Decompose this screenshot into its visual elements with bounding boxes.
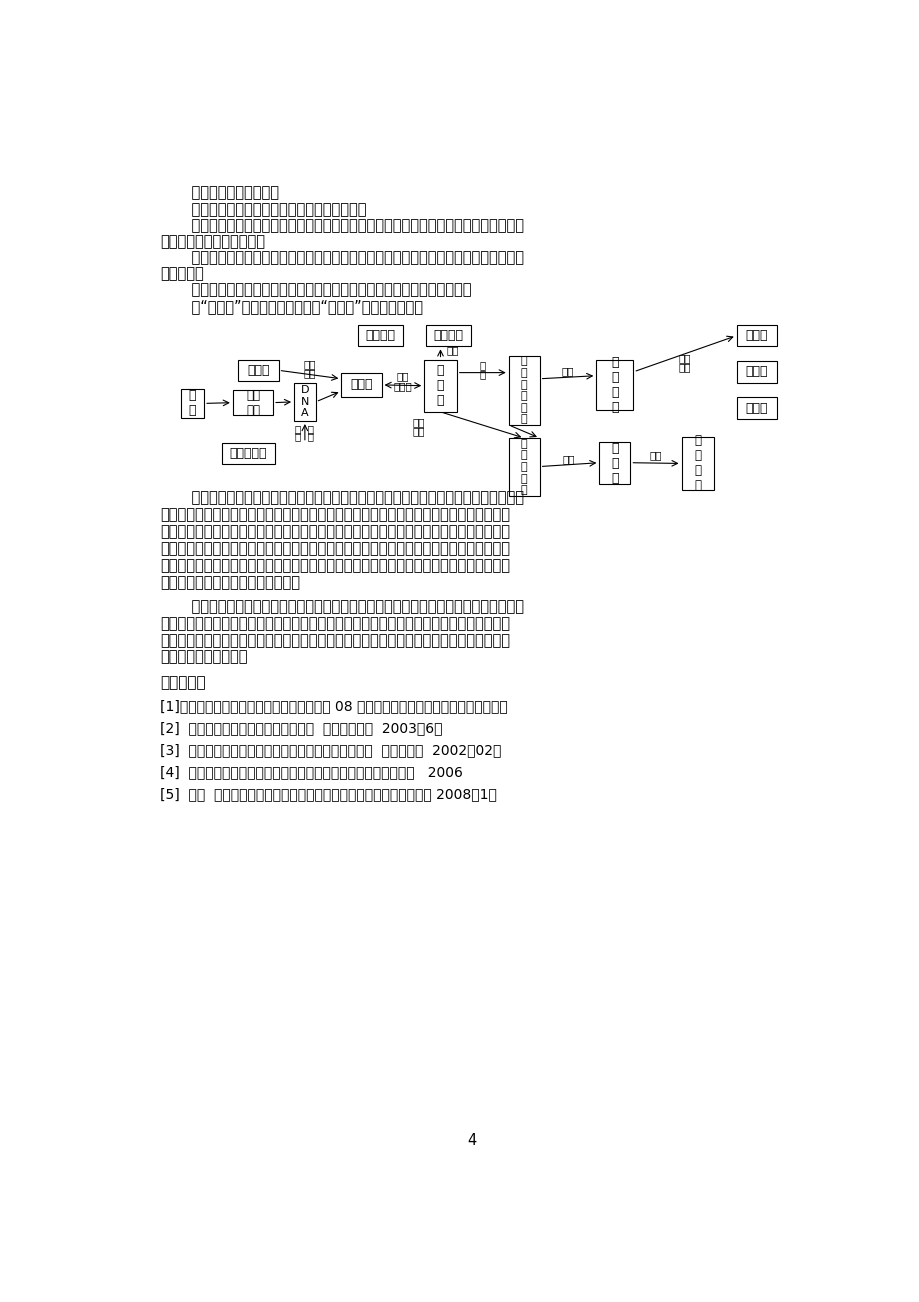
Text: 同
源
染
色
体: 同 源 染 色 体 [520, 439, 527, 495]
Text: 堂概念教学的有效性。: 堂概念教学的有效性。 [160, 650, 247, 664]
Bar [221, 443, 275, 465]
Text: 四
分
体: 四 分 体 [610, 441, 618, 484]
Text: 以“染色体”这一概念为核心，与“染色体”相关的概念图：: 以“染色体”这一概念为核心，与“染色体”相关的概念图： [173, 298, 423, 314]
Text: 综上所述，我们对高中生物的基本概念教学进行了系统、全面、具体的分析与研究，总: 综上所述，我们对高中生物的基本概念教学进行了系统、全面、具体的分析与研究，总 [173, 599, 524, 613]
Text: 参考文献：: 参考文献： [160, 674, 205, 690]
Text: 图帮助学生复习生物知识，可以对不易理清的各种概念和原理有进一步的了解和更深入的认: 图帮助学生复习生物知识，可以对不易理清的各种概念和原理有进一步的了解和更深入的认 [160, 508, 509, 522]
Text: 独立完成，也可以由学生小组合作完成，还可以由师生共同讨论完成。以构建概念图为平台: 独立完成，也可以由学生小组合作完成，还可以由师生共同讨论完成。以构建概念图为平台 [160, 542, 509, 556]
Text: 常染色体: 常染色体 [433, 329, 463, 342]
Text: 复制: 复制 [412, 417, 425, 427]
Text: 四条: 四条 [649, 450, 662, 460]
Bar [598, 441, 630, 484]
Text: 单  位: 单 位 [295, 431, 314, 441]
Text: 据此: 据此 [677, 353, 690, 363]
Bar [341, 372, 381, 397]
Text: 第一步，确定主题，列出与主题相关的概念。: 第一步，确定主题，列出与主题相关的概念。 [173, 202, 367, 216]
Text: 组成: 组成 [303, 359, 315, 370]
Text: 包含: 包含 [562, 454, 574, 464]
Text: [2]  李良《高中生物基本概念的教学》  学科教研教苑  2003（6）: [2] 李良《高中生物基本概念的教学》 学科教研教苑 2003（6） [160, 721, 442, 734]
Text: 物质: 物质 [303, 368, 315, 379]
Text: 4: 4 [466, 1133, 476, 1147]
Bar [425, 326, 471, 346]
Text: 识，还可使原来迷惑的概念清晰化，零散的知识系统化，机械的知识灵活化。既可以由学生: 识，还可使原来迷惑的概念清晰化，零散的知识系统化，机械的知识灵活化。既可以由学生 [160, 525, 509, 539]
Bar [424, 359, 456, 411]
Text: 分类: 分类 [447, 345, 459, 355]
Text: [5]  陈敏  《概念图在高中生物复习总结中应用的初探》宁德师专学报 2008（1）: [5] 陈敏 《概念图在高中生物复习总结中应用的初探》宁德师专学报 2008（1… [160, 786, 496, 801]
Text: 性染色体: 性染色体 [366, 329, 395, 342]
Text: 染
色
体: 染 色 体 [437, 365, 444, 408]
Text: 注明连线。: 注明连线。 [160, 267, 203, 281]
Bar [681, 436, 713, 491]
Bar [181, 389, 204, 418]
Bar [508, 437, 539, 496]
Bar [736, 397, 776, 419]
Text: 第四步，寻找概念图不同部分概念之间交叉连线的联结，并标明连接线。: 第四步，寻找概念图不同部分概念之间交叉连线的联结，并标明连接线。 [173, 283, 471, 298]
Text: 概念图的制作步骤是：: 概念图的制作步骤是： [173, 185, 278, 201]
Text: 脱氧核苷酸: 脱氧核苷酸 [230, 447, 267, 460]
Text: 分为: 分为 [677, 362, 690, 372]
Text: [3]  张洪荣《浅谈生物学基本概念教学中的设疑方法》  中学生物学  2002（02）: [3] 张洪荣《浅谈生物学基本概念教学中的设疑方法》 中学生物学 2002（02… [160, 743, 501, 756]
Text: 基
因: 基 因 [188, 389, 196, 418]
Text: 为学生创造合作、互助、民主、开放的学习环境，并培养学生的合作意识和合作能力，也促: 为学生创造合作、互助、民主、开放的学习环境，并培养学生的合作意识和合作能力，也促 [160, 559, 509, 573]
Text: 螺旋化: 螺旋化 [393, 381, 412, 392]
Bar [233, 391, 273, 415]
Text: 有效
片段: 有效 片段 [245, 388, 260, 417]
Text: 组成: 组成 [561, 366, 573, 376]
Text: [1]张丹颐《诗词成语中的生物学知识拾贝》 08 年普通高中课程改革实验省教师远程培训: [1]张丹颐《诗词成语中的生物学知识拾贝》 08 年普通高中课程改革实验省教师远… [160, 699, 507, 712]
Text: 进了师生之间以及生生之间的交流。: 进了师生之间以及生生之间的交流。 [160, 575, 300, 590]
Text: 解旋: 解旋 [396, 371, 409, 380]
Text: 多倍体: 多倍体 [744, 329, 767, 342]
Text: 中生物概念教学中，只有不断创新、不断改进教学方法，才能提高概念教学的水平，实现课: 中生物概念教学中，只有不断创新、不断改进教学方法，才能提高概念教学的水平，实现课 [160, 633, 509, 647]
Text: 非
同
源
染
色
体: 非 同 源 染 色 体 [520, 357, 527, 424]
Bar [294, 383, 315, 421]
Text: 形成: 形成 [412, 426, 425, 436]
Text: 结出了高中生物概念教学的一般规律。但教学是一门科学，又是艺术，教无定法。因此在高: 结出了高中生物概念教学的一般规律。但教学是一门科学，又是艺术，教无定法。因此在高 [160, 616, 509, 630]
Text: 单倍体: 单倍体 [744, 401, 767, 414]
Text: [4]  修坤洪《概念图在生物教学中的运用》福建省长汀一中学网站   2006: [4] 修坤洪《概念图在生物教学中的运用》福建省长汀一中学网站 2006 [160, 764, 462, 779]
Bar [508, 355, 539, 424]
Text: 蛋白质: 蛋白质 [247, 363, 269, 376]
Text: 基  本: 基 本 [295, 424, 314, 434]
Text: 念一层一层的排放在列表：: 念一层一层的排放在列表： [160, 234, 265, 249]
Text: D
N
A: D N A [301, 385, 309, 418]
Text: 二倍体: 二倍体 [744, 366, 767, 379]
Text: 为: 为 [479, 370, 485, 379]
Bar [736, 326, 776, 346]
Bar [358, 326, 403, 346]
Bar [736, 361, 776, 383]
Text: 分: 分 [479, 359, 485, 370]
Text: 概念图可以用于新授课中建构知识结构，也可以用在复习课中建构知识体系。运用概念: 概念图可以用于新授课中建构知识结构，也可以用在复习课中建构知识体系。运用概念 [173, 491, 524, 505]
Text: 第二步，将列出来的概念排序，含义最广、最有包容性的概念放在图的顶端。将其余概: 第二步，将列出来的概念排序，含义最广、最有包容性的概念放在图的顶端。将其余概 [173, 217, 524, 233]
Text: 染
色
单
体: 染 色 单 体 [694, 435, 700, 492]
Text: 染
色
体
组: 染 色 体 组 [610, 355, 618, 414]
Text: 染色质: 染色质 [350, 379, 372, 392]
Text: 第三步，继续往下写，以增加更多具体的概念。用线条把概念连接起来，并用连接词语: 第三步，继续往下写，以增加更多具体的概念。用线条把概念连接起来，并用连接词语 [173, 250, 524, 266]
Bar [238, 359, 278, 381]
Bar [596, 359, 633, 410]
